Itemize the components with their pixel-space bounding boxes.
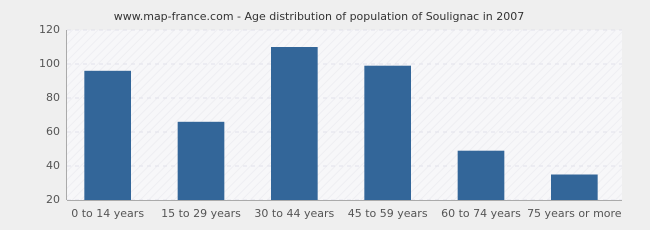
y-tick-label: 120 [39,23,60,36]
x-tick-label: 30 to 44 years [254,207,334,220]
y-tick-label: 80 [46,91,60,104]
bar [364,65,411,200]
bar [271,47,318,200]
bar [457,150,505,200]
bar [177,121,225,200]
x-tick-label: 15 to 29 years [161,207,241,220]
x-tick-label: 60 to 74 years [441,207,521,220]
x-tick-label: 75 years or more [527,207,622,220]
x-tick-label: 45 to 59 years [348,207,428,220]
y-tick-label: 40 [46,159,60,172]
chart-title: www.map-france.com - Age distribution of… [114,10,525,23]
bar [84,70,131,200]
bar [551,174,598,200]
y-tick-label: 20 [46,193,60,206]
y-tick-label: 60 [46,125,60,138]
plot-area [67,30,622,200]
x-tick-label: 0 to 14 years [71,207,144,220]
y-tick-label: 100 [39,57,60,70]
chart: www.map-france.com - Age distribution of… [0,0,650,230]
